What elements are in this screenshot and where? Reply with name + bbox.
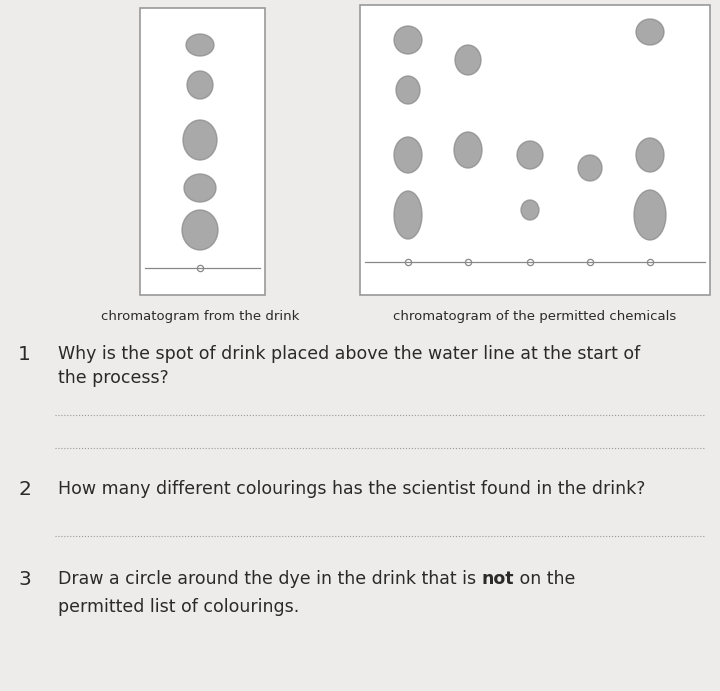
Text: on the: on the (514, 570, 575, 588)
Text: 2: 2 (18, 480, 31, 499)
Text: not: not (482, 570, 514, 588)
Text: Draw a circle around the dye in the drink that is: Draw a circle around the dye in the drin… (58, 570, 482, 588)
Bar (360, 5, 710, 295)
Ellipse shape (186, 34, 214, 56)
Text: chromatogram of the permitted chemicals: chromatogram of the permitted chemicals (393, 310, 677, 323)
Ellipse shape (454, 132, 482, 168)
Text: Why is the spot of drink placed above the water line at the start of
the process: Why is the spot of drink placed above th… (58, 345, 640, 386)
Ellipse shape (578, 155, 602, 181)
Ellipse shape (521, 200, 539, 220)
Ellipse shape (187, 71, 213, 99)
Ellipse shape (394, 191, 422, 239)
Ellipse shape (182, 210, 218, 250)
Bar (140, 8, 265, 295)
Text: How many different colourings has the scientist found in the drink?: How many different colourings has the sc… (58, 480, 645, 498)
Ellipse shape (394, 137, 422, 173)
Ellipse shape (396, 76, 420, 104)
Ellipse shape (636, 19, 664, 45)
Ellipse shape (636, 138, 664, 172)
Text: 3: 3 (18, 570, 31, 589)
Ellipse shape (184, 174, 216, 202)
Ellipse shape (183, 120, 217, 160)
Ellipse shape (517, 141, 543, 169)
Text: 1: 1 (18, 345, 31, 364)
Ellipse shape (455, 45, 481, 75)
Text: permitted list of colourings.: permitted list of colourings. (58, 598, 300, 616)
Text: chromatogram from the drink: chromatogram from the drink (101, 310, 300, 323)
Ellipse shape (394, 26, 422, 54)
Ellipse shape (634, 190, 666, 240)
